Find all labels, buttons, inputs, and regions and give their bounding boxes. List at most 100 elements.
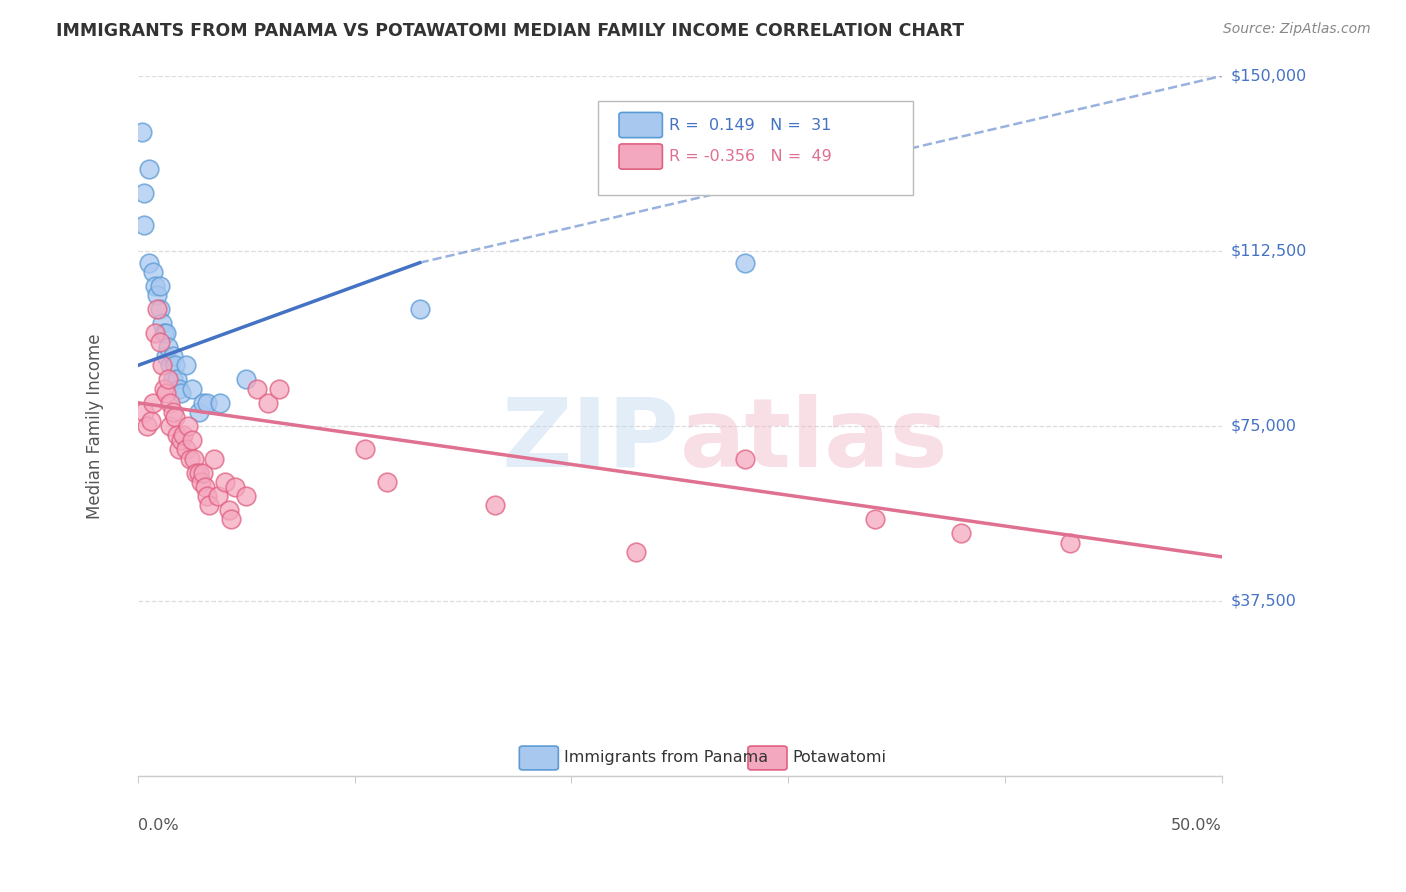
Point (190, 475, 212, 489)
Point (224, 480, 246, 494)
Text: $75,000: $75,000 (1230, 418, 1296, 434)
Point (174, 442, 197, 457)
Point (138, 256, 160, 270)
Point (150, 359, 173, 373)
Point (202, 451, 225, 466)
Point (267, 382, 290, 396)
Point (191, 396, 214, 410)
Point (246, 382, 269, 396)
Point (181, 382, 204, 396)
Point (153, 326, 176, 340)
Point (134, 405, 156, 419)
Point (148, 302, 170, 317)
Point (163, 359, 186, 373)
Text: $37,500: $37,500 (1230, 594, 1296, 608)
Point (157, 340, 180, 354)
Point (187, 466, 209, 480)
Point (170, 386, 193, 401)
Point (375, 475, 398, 489)
Point (134, 219, 156, 233)
Point (163, 409, 186, 424)
Point (174, 359, 197, 373)
Point (138, 162, 160, 177)
Point (235, 372, 257, 386)
Point (187, 405, 209, 419)
Point (155, 386, 177, 401)
Point (167, 442, 190, 457)
Point (146, 288, 169, 302)
Text: Median Family Income: Median Family Income (86, 334, 104, 519)
FancyBboxPatch shape (619, 144, 662, 169)
Point (166, 372, 188, 386)
Point (170, 433, 193, 447)
Text: 50.0%: 50.0% (1171, 818, 1222, 833)
Point (235, 489, 257, 503)
Point (167, 382, 190, 396)
Point (484, 499, 506, 513)
Point (863, 512, 886, 526)
FancyBboxPatch shape (748, 746, 787, 770)
Point (159, 359, 181, 373)
Point (143, 279, 166, 293)
Point (181, 433, 204, 447)
Text: 0.0%: 0.0% (138, 818, 179, 833)
Point (148, 279, 170, 293)
FancyBboxPatch shape (599, 101, 912, 195)
Point (159, 396, 181, 410)
Point (142, 265, 165, 279)
Text: $150,000: $150,000 (1230, 69, 1306, 84)
Point (162, 349, 184, 363)
Point (135, 419, 157, 434)
Point (195, 396, 218, 410)
Point (153, 382, 176, 396)
Point (146, 302, 169, 317)
Point (150, 317, 173, 331)
Point (209, 396, 232, 410)
Point (198, 499, 221, 513)
Point (354, 442, 377, 457)
Point (214, 475, 236, 489)
Text: ZIP: ZIP (502, 393, 679, 487)
Point (1059, 536, 1081, 550)
Point (219, 512, 242, 526)
Point (155, 349, 177, 363)
Point (155, 326, 177, 340)
Point (148, 335, 170, 350)
Point (172, 428, 194, 442)
Point (734, 451, 756, 466)
Point (207, 489, 229, 503)
Text: R =  0.149   N =  31: R = 0.149 N = 31 (669, 118, 831, 133)
Point (162, 405, 184, 419)
FancyBboxPatch shape (619, 112, 662, 137)
Text: R = -0.356   N =  49: R = -0.356 N = 49 (669, 149, 831, 164)
Point (183, 451, 205, 466)
Point (139, 414, 162, 428)
Point (626, 545, 648, 559)
Point (257, 396, 280, 410)
Point (134, 186, 156, 200)
Point (131, 125, 153, 139)
Text: Source: ZipAtlas.com: Source: ZipAtlas.com (1223, 22, 1371, 37)
Point (194, 480, 217, 494)
Point (179, 451, 201, 466)
Point (157, 372, 180, 386)
Point (143, 326, 166, 340)
Point (159, 419, 181, 434)
Point (191, 466, 214, 480)
Point (186, 466, 208, 480)
Text: Potawatomi: Potawatomi (793, 750, 886, 765)
Point (408, 302, 430, 317)
Point (177, 419, 200, 434)
Point (950, 526, 973, 541)
Text: Immigrants from Panama: Immigrants from Panama (564, 750, 768, 765)
Text: atlas: atlas (679, 393, 948, 487)
Text: IMMIGRANTS FROM PANAMA VS POTAWATOMI MEDIAN FAMILY INCOME CORRELATION CHART: IMMIGRANTS FROM PANAMA VS POTAWATOMI MED… (56, 22, 965, 40)
FancyBboxPatch shape (519, 746, 558, 770)
Point (218, 503, 240, 517)
Point (195, 489, 218, 503)
Point (734, 256, 756, 270)
Text: $112,500: $112,500 (1230, 244, 1306, 259)
Point (142, 396, 165, 410)
Point (166, 428, 188, 442)
Point (162, 372, 184, 386)
